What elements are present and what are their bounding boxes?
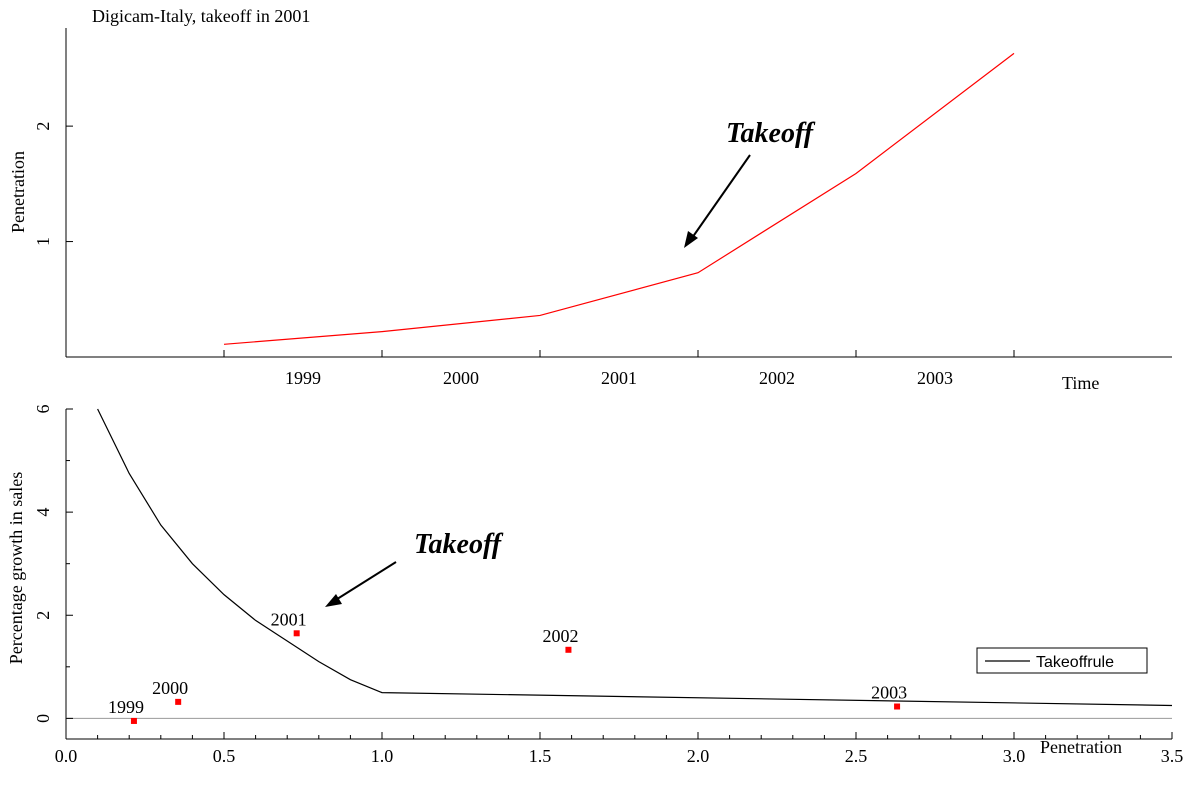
year-point-2000 [175, 698, 182, 705]
takeoff-label: Takeoff [726, 118, 816, 149]
x-tick-label: 3.0 [1003, 746, 1026, 766]
y-tick-label: 4 [33, 508, 53, 517]
takeoff-label: Takeoff [414, 529, 504, 560]
y-tick-label: 6 [33, 405, 53, 414]
x-tick-label: 0.5 [213, 746, 236, 766]
year-point-2002 [565, 646, 572, 653]
penetration-line [223, 52, 1015, 345]
takeoff-annotation: Takeoff [684, 118, 816, 248]
y-tick-label: 2 [33, 611, 53, 620]
x-ticks: 0.0 0.5 1.0 1.5 2.0 2.5 3.0 3.5 [55, 732, 1184, 766]
year-point-label: 2000 [152, 678, 188, 698]
x-ticks: 1999 2000 2001 2002 2003 [223, 350, 1015, 388]
x-tick-label: 2000 [443, 368, 479, 388]
x-tick-label: 1.5 [529, 746, 552, 766]
x-axis-title: Time [1062, 373, 1099, 393]
x-tick-label: 2003 [917, 368, 953, 388]
x-tick-label: 1.0 [371, 746, 394, 766]
x-tick-label: 3.5 [1161, 746, 1184, 766]
y-axis-title: Penetration [8, 151, 28, 233]
x-tick-label: 2002 [759, 368, 795, 388]
year-point-label: 2003 [871, 683, 907, 703]
takeoff-rule-line [97, 408, 1173, 707]
takeoff-arrow [691, 154, 751, 239]
year-points: 1999 2000 2001 2002 2003 [108, 609, 907, 724]
y-tick-label: 1 [33, 237, 53, 246]
legend-entry: Takeoffrule [1036, 654, 1114, 671]
y-ticks: 12 [33, 122, 73, 246]
year-point-label: 1999 [108, 697, 144, 717]
top-chart-penetration-over-time: Digicam-Italy, takeoff in 2001 12 1999 20… [8, 6, 1172, 393]
x-tick-label: 2.0 [687, 746, 710, 766]
takeoff-arrowhead [684, 231, 698, 248]
x-tick-label: 1999 [285, 368, 321, 388]
takeoff-annotation: Takeoff [325, 529, 504, 607]
y-ticks: 0 2 4 6 [33, 405, 73, 723]
year-point-label: 2002 [542, 626, 578, 646]
x-tick-label: 0.0 [55, 746, 78, 766]
takeoff-arrow [333, 561, 397, 602]
x-tick-label: 2001 [601, 368, 637, 388]
takeoff-arrowhead [325, 594, 342, 607]
year-point-2003 [894, 703, 901, 710]
x-tick-label: 2.5 [845, 746, 868, 766]
x-axis-title: Penetration [1040, 737, 1122, 757]
year-point-2001 [293, 630, 300, 637]
y-tick-label: 0 [33, 714, 53, 723]
bottom-chart-growth-vs-penetration: 0 2 4 6 0.0 0.5 1.0 1.5 2.0 2.5 3.0 3.5 Percentage… [6, 405, 1183, 767]
legend: Takeoffrule [976, 647, 1148, 674]
year-point-label: 2001 [271, 609, 307, 629]
year-point-1999 [130, 717, 137, 724]
y-tick-label: 2 [33, 122, 53, 131]
chart-title: Digicam-Italy, takeoff in 2001 [92, 6, 310, 26]
y-axis-title: Percentage growth in sales [6, 472, 26, 664]
